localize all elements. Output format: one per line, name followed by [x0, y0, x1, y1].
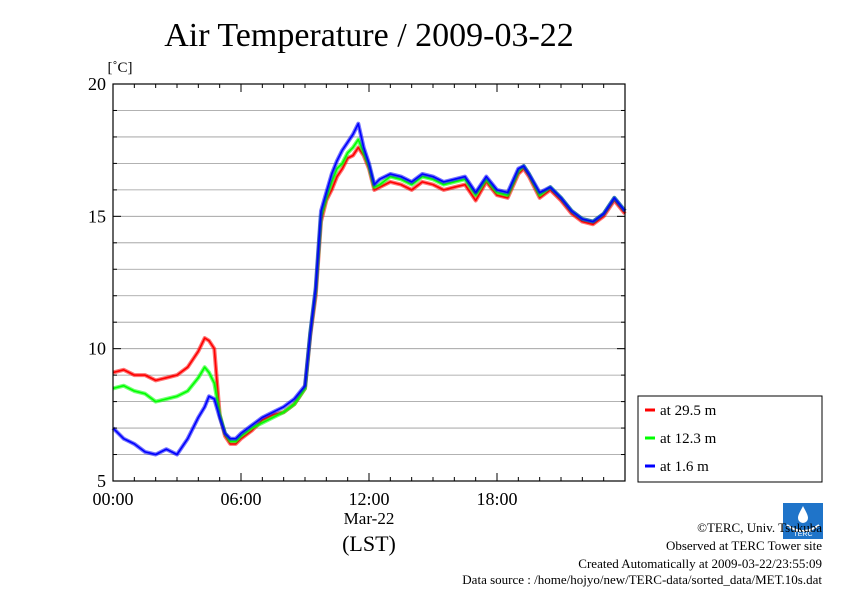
x-tick-label: 00:00: [92, 489, 133, 509]
y-tick-label: 20: [88, 74, 106, 94]
series-lines: [111, 121, 627, 457]
legend-label: at 1.6 m: [660, 459, 709, 475]
plot-frame: [112, 83, 626, 482]
y-tick-label: 15: [88, 206, 106, 226]
footer-observed: Observed at TERC Tower site: [665, 538, 822, 553]
legend: at 29.5 m at 12.3 m at 1.6 m: [637, 395, 823, 483]
x-tick-label: 12:00: [348, 489, 389, 509]
x-ticks: 00:00 06:00 12:00 18:00: [92, 84, 626, 509]
x-tick-label: 06:00: [220, 489, 261, 509]
grid-lines: [113, 110, 625, 455]
x-axis-timezone-label: (LST): [342, 531, 396, 556]
terc-logo-text: TERC: [793, 531, 812, 538]
y-tick-label: 10: [88, 339, 106, 359]
footer-source: Data source : /home/hojyo/new/TERC-data/…: [462, 572, 822, 587]
legend-label: at 29.5 m: [660, 403, 717, 419]
legend-box: [637, 395, 823, 483]
series-line: [112, 138, 626, 443]
y-tick-label: 5: [97, 471, 106, 491]
y-axis-label: [˚C]: [108, 60, 133, 76]
legend-label: at 12.3 m: [660, 431, 717, 447]
x-axis-date-label: Mar-22: [344, 509, 395, 528]
x-tick-label: 18:00: [476, 489, 517, 509]
series-line-halo: [112, 137, 627, 444]
chart-title: Air Temperature / 2009-03-22: [164, 17, 574, 54]
terc-logo-icon: TERC: [783, 503, 823, 539]
footer-created: Created Automatically at 2009-03-22/23:5…: [578, 556, 822, 571]
footer-copyright: ©TERC, Univ. Tsukuba: [697, 520, 822, 535]
series-line: [112, 122, 626, 456]
y-ticks: 5 10 15 20: [88, 74, 625, 491]
